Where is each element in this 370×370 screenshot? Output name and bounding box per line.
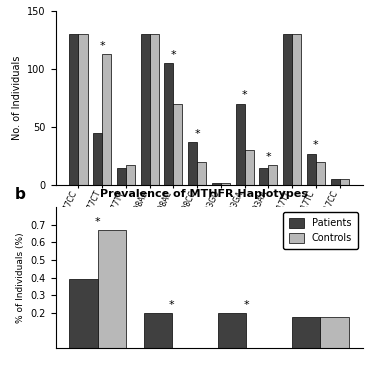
Bar (126, 165, 135, 185)
Bar (70, 34, 78, 185)
Text: *: * (95, 218, 101, 228)
Bar (150, 34, 159, 185)
Y-axis label: No. of Individuals: No. of Individuals (12, 56, 22, 140)
Bar (292, 317, 320, 348)
Bar (221, 183, 230, 185)
Text: *: * (171, 50, 176, 60)
Bar (259, 168, 268, 185)
Bar (320, 317, 349, 348)
Bar (268, 165, 278, 185)
Bar (164, 63, 174, 185)
Bar (93, 133, 102, 185)
Text: *: * (169, 300, 175, 310)
Text: *: * (242, 90, 248, 100)
Bar (70, 279, 98, 348)
X-axis label: MTHFR Genotypes: MTHFR Genotypes (155, 227, 263, 237)
Text: *: * (266, 152, 271, 162)
Text: *: * (243, 300, 249, 310)
Bar (174, 104, 182, 185)
Bar (188, 142, 197, 185)
Bar (117, 168, 126, 185)
Bar (292, 34, 301, 185)
Bar (197, 162, 206, 185)
Text: *: * (100, 41, 105, 51)
Bar (307, 154, 316, 185)
Bar (331, 179, 340, 185)
Bar (98, 230, 126, 348)
Bar (102, 54, 111, 185)
Bar (218, 313, 246, 348)
Bar (236, 104, 245, 185)
Text: Prevalence of MTHFR Haplotypes: Prevalence of MTHFR Haplotypes (100, 189, 307, 199)
Legend: Patients, Controls: Patients, Controls (283, 212, 358, 249)
Bar (78, 34, 87, 185)
Bar (212, 183, 221, 185)
Text: *: * (194, 129, 200, 139)
Text: b: b (15, 187, 26, 202)
Text: *: * (313, 140, 319, 150)
Bar (144, 313, 172, 348)
Bar (141, 34, 150, 185)
Bar (340, 179, 349, 185)
Bar (316, 162, 325, 185)
Y-axis label: % of Individuals (%): % of Individuals (%) (16, 232, 25, 323)
Bar (245, 150, 254, 185)
Bar (283, 34, 292, 185)
